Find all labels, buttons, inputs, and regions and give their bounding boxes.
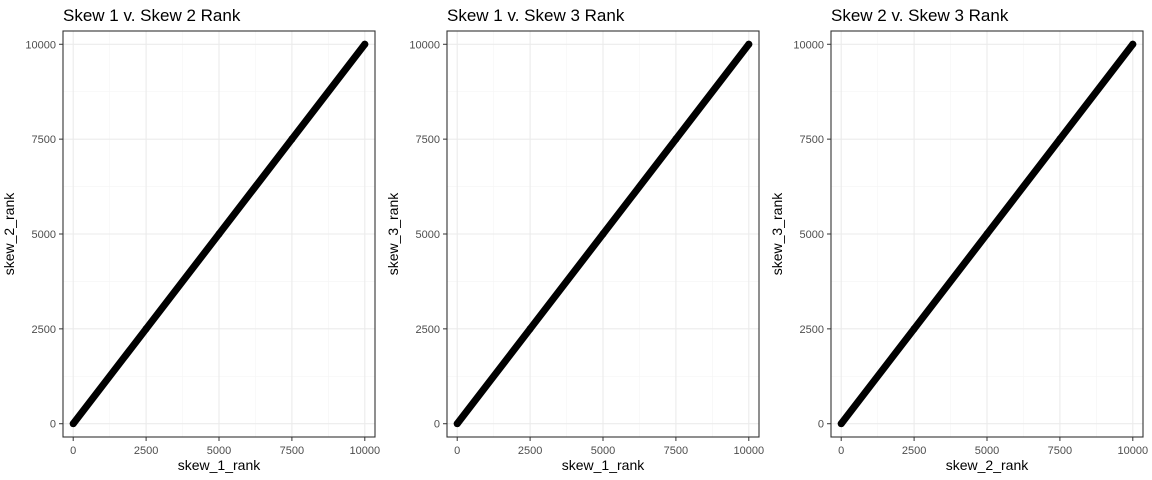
- y-tick-label: 0: [434, 419, 440, 431]
- data-point: [288, 135, 296, 143]
- x-tick-label: 10000: [1117, 445, 1148, 457]
- y-tick-label: 7500: [32, 134, 56, 146]
- x-tick-label: 7500: [664, 445, 688, 457]
- data-point: [672, 135, 680, 143]
- x-tick-label: 7500: [1048, 445, 1072, 457]
- panel-1: 0 2500 5000 7500 10000 0 2500 5000 7500 10000 Skew…: [1, 6, 380, 473]
- x-tick-label: 0: [838, 445, 844, 457]
- data-point: [1129, 40, 1137, 48]
- data-point: [361, 40, 369, 48]
- x-tick-label: 2500: [518, 445, 542, 457]
- panel-title: Skew 2 v. Skew 3 Rank: [831, 6, 1009, 25]
- point-trace: [983, 135, 1064, 238]
- point-trace: [1056, 40, 1137, 143]
- x-tick-label: 5000: [591, 445, 615, 457]
- y-tick-label: 2500: [800, 324, 824, 336]
- y-tick-label: 2500: [32, 324, 56, 336]
- data-point: [910, 325, 918, 333]
- data-point: [453, 420, 461, 428]
- panel-3: 0 2500 5000 7500 10000 0 2500 5000 7500 10000 Skew…: [769, 6, 1148, 473]
- y-tick-label: 10000: [25, 39, 56, 51]
- data-point: [526, 325, 534, 333]
- y-axis-title: skew_2_rank: [1, 192, 17, 275]
- y-tick-label: 5000: [416, 229, 440, 241]
- point-trace: [288, 40, 369, 143]
- x-axis-title: skew_1_rank: [178, 457, 261, 473]
- panel-2: 0 2500 5000 7500 10000 0 2500 5000 7500 10000 Skew…: [385, 6, 764, 473]
- x-tick-label: 2500: [902, 445, 926, 457]
- y-axis-title: skew_3_rank: [385, 192, 401, 275]
- x-tick-label: 0: [454, 445, 460, 457]
- data-point: [69, 420, 77, 428]
- y-tick-label: 7500: [800, 134, 824, 146]
- point-trace: [142, 230, 223, 333]
- point-trace: [69, 325, 150, 428]
- x-tick-label: 5000: [975, 445, 999, 457]
- y-tick-label: 2500: [416, 324, 440, 336]
- series-points: [453, 40, 753, 428]
- y-tick-label: 5000: [32, 229, 56, 241]
- panel-title: Skew 1 v. Skew 3 Rank: [447, 6, 625, 25]
- point-trace: [910, 230, 991, 333]
- data-point: [837, 420, 845, 428]
- y-tick-label: 0: [50, 419, 56, 431]
- data-point: [215, 230, 223, 238]
- panel-title: Skew 1 v. Skew 2 Rank: [63, 6, 241, 25]
- y-tick-label: 0: [818, 419, 824, 431]
- point-trace: [526, 230, 607, 333]
- data-point: [745, 40, 753, 48]
- point-trace: [215, 135, 296, 238]
- y-tick-label: 5000: [800, 229, 824, 241]
- data-point: [1056, 135, 1064, 143]
- x-tick-label: 2500: [134, 445, 158, 457]
- data-point: [142, 325, 150, 333]
- y-tick-label: 10000: [793, 39, 824, 51]
- x-tick-label: 10000: [733, 445, 764, 457]
- x-axis-title: skew_1_rank: [562, 457, 645, 473]
- point-trace: [453, 325, 534, 428]
- series-points: [837, 40, 1137, 428]
- x-tick-label: 0: [70, 445, 76, 457]
- data-point: [599, 230, 607, 238]
- x-tick-label: 10000: [349, 445, 380, 457]
- data-point: [983, 230, 991, 238]
- point-trace: [837, 325, 918, 428]
- x-tick-label: 5000: [207, 445, 231, 457]
- series-points: [69, 40, 369, 428]
- y-axis-title: skew_3_rank: [769, 192, 785, 275]
- y-tick-label: 7500: [416, 134, 440, 146]
- point-trace: [672, 40, 753, 143]
- point-trace: [599, 135, 680, 238]
- x-tick-label: 7500: [280, 445, 304, 457]
- y-tick-label: 10000: [409, 39, 440, 51]
- x-axis-title: skew_2_rank: [946, 457, 1029, 473]
